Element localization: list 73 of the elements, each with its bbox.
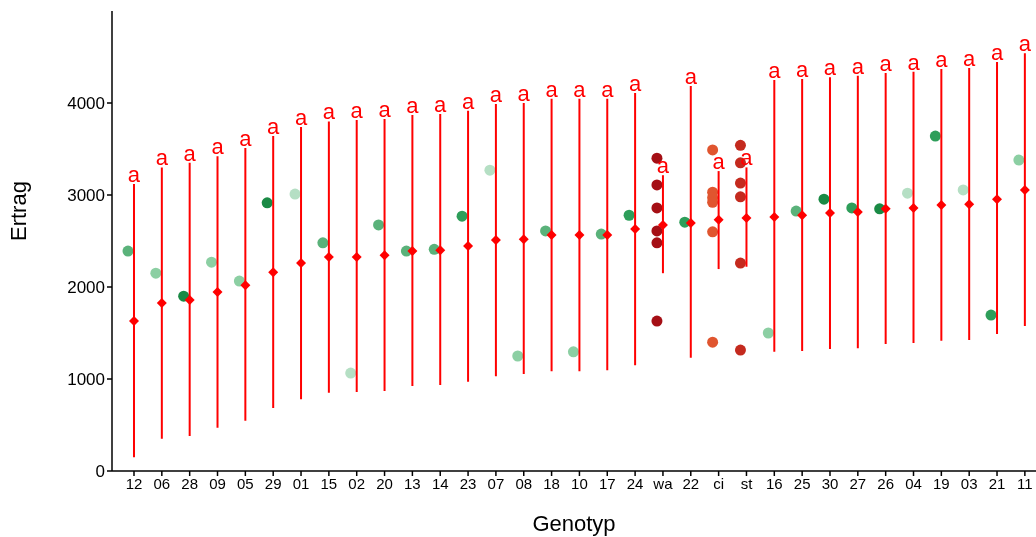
x-tick-label: 15 (320, 474, 338, 492)
annotation: a (823, 55, 837, 81)
x-tick-label: 08 (515, 474, 533, 492)
annotation: a (656, 153, 670, 179)
x-tick-label: ci (713, 474, 725, 492)
annotation: a (963, 46, 977, 72)
annotation: a (628, 70, 642, 96)
annotation: a (239, 126, 253, 152)
x-tick-label: 17 (598, 474, 616, 492)
annotation: a (406, 92, 420, 118)
annotation: a (211, 134, 225, 160)
annotation: a (294, 104, 308, 130)
x-tick-label: wa (652, 474, 674, 492)
y-axis-title: Ertrag (5, 181, 31, 241)
y-tick-label: 2000 (67, 278, 105, 298)
x-tick-label: 22 (682, 474, 700, 492)
y-tick-label: 3000 (67, 186, 105, 206)
x-tick-label: 16 (765, 474, 783, 492)
annotation: a (489, 81, 503, 107)
annotation: a (601, 76, 615, 102)
annotation: a (517, 81, 531, 106)
x-tick-label: 24 (626, 474, 644, 492)
x-tick-label: 04 (905, 474, 922, 492)
x-tick-label: 11 (1017, 474, 1033, 492)
x-tick-label: 12 (125, 474, 143, 492)
x-tick-label: 03 (960, 474, 978, 492)
x-tick-label: 02 (348, 474, 366, 492)
x-tick-label: 28 (181, 474, 199, 492)
x-tick-label: 06 (153, 474, 171, 492)
x-tick-label: 23 (459, 474, 477, 492)
annotation: a (322, 99, 336, 125)
annotation: a (796, 57, 810, 83)
x-tick-label: 05 (237, 474, 254, 492)
annotation: a (684, 63, 698, 89)
annotation: a (740, 145, 754, 171)
x-tick-label: 26 (877, 474, 895, 492)
x-tick-label: 25 (793, 474, 811, 492)
annotation: a (127, 161, 141, 187)
annotation: a (907, 49, 921, 75)
annotation: a (990, 40, 1004, 66)
annotation: a (434, 92, 448, 118)
annotation: a (573, 76, 587, 102)
x-axis-title: Genotyp (532, 511, 616, 536)
y-tick-label: 0 (95, 462, 105, 482)
x-tick-label: 10 (571, 474, 588, 492)
annotation: a (879, 51, 893, 77)
annotation: a (1018, 31, 1032, 57)
x-tick-label: 29 (264, 474, 282, 492)
x-tick-label: 14 (431, 474, 449, 492)
annotation: a (461, 88, 475, 114)
annotation: a (183, 140, 197, 166)
annotation: a (378, 97, 392, 123)
x-tick-label: 21 (988, 474, 1006, 492)
x-tick-label: 20 (376, 474, 393, 492)
annotation: a (768, 58, 782, 83)
annotation: a (712, 149, 726, 175)
x-tick-label: 01 (292, 474, 310, 492)
x-tick-label: st (740, 474, 754, 492)
annotation: a (851, 53, 865, 79)
y-tick-label: 4000 (67, 94, 105, 114)
annotation: a (350, 98, 364, 124)
annotation: a (935, 46, 949, 72)
y-tick-label: 1000 (67, 370, 105, 390)
x-tick-label: 18 (543, 474, 560, 492)
x-tick-label: 30 (821, 474, 839, 492)
x-tick-label: 27 (849, 474, 867, 492)
annotation: a (155, 145, 169, 171)
annotation: a (267, 114, 281, 140)
annotation: a (545, 76, 559, 102)
x-tick-label: 13 (404, 474, 421, 492)
x-tick-label: 07 (487, 474, 505, 492)
x-tick-label: 19 (933, 474, 950, 492)
x-tick-label: 09 (209, 474, 226, 492)
